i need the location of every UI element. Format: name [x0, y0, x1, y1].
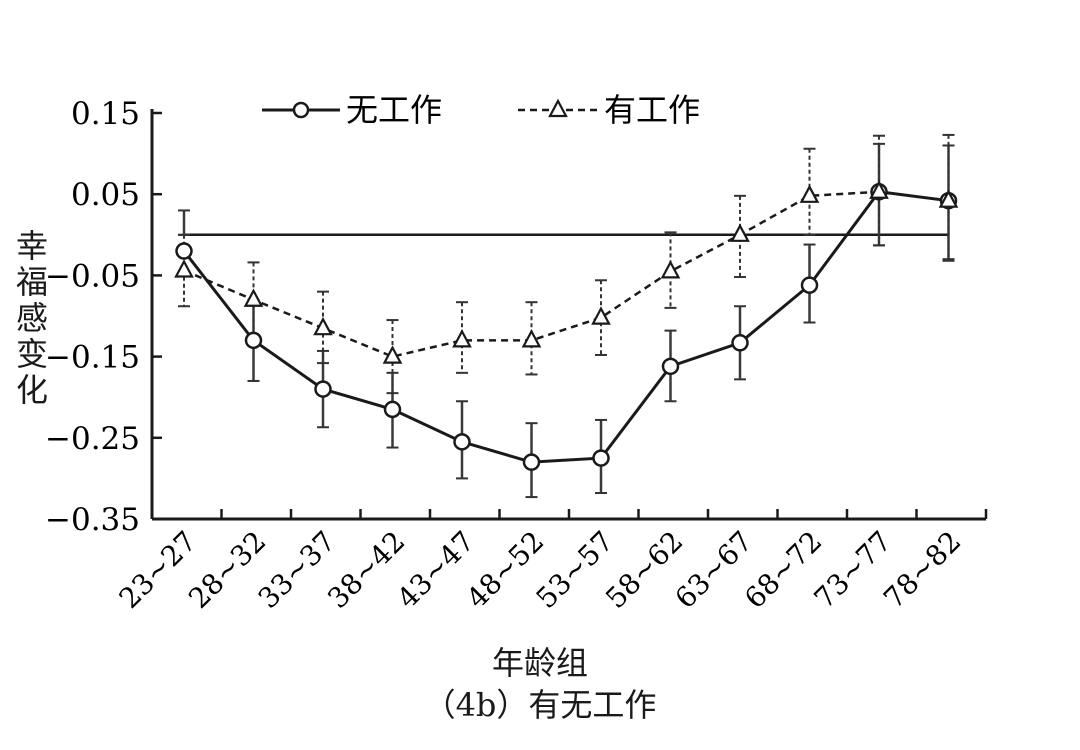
x-tick-label: 78~82: [877, 525, 967, 615]
data-point-has-job: [174, 259, 194, 278]
x-tick-label: 58~62: [599, 525, 689, 615]
x-tick-label: 28~32: [182, 525, 272, 615]
x-axis-label: 年龄组: [491, 644, 588, 682]
data-point-has-job: [660, 260, 681, 279]
x-tick-label: 33~37: [252, 525, 342, 615]
y-tick-label: −0.15: [45, 340, 140, 376]
data-point-has-job: [313, 316, 333, 336]
legend-label-no-job: 无工作: [346, 91, 442, 129]
y-tick-label: 0.05: [71, 177, 140, 213]
x-tick-label: 73~77: [808, 525, 898, 615]
x-tick-label: 23~27: [113, 525, 203, 615]
x-tick-label: 68~72: [738, 525, 828, 615]
figure-caption: （4b）有无工作: [423, 686, 657, 724]
data-point-has-job: [452, 329, 472, 348]
y-axis-label: 幸 福 感 变 化: [14, 228, 50, 408]
legend-label-has-job: 有工作: [604, 91, 700, 129]
y-axis-label-char: 幸: [15, 227, 48, 265]
x-tick-label: 43~47: [391, 525, 481, 615]
series-lines: [182, 190, 949, 464]
tick-labels: 0.15 0.05 −0.05 −0.15 −0.25 −0.3523~2728~3233…: [45, 96, 967, 615]
data-point-no-job: [244, 331, 263, 350]
y-axis-label-char: 变: [15, 335, 48, 373]
legend: 无工作 有工作: [262, 91, 700, 129]
series-line-no-job: [182, 190, 949, 464]
data-point-has-job: [243, 288, 264, 307]
data-point-no-job: [731, 334, 749, 352]
data-point-has-job: [938, 189, 959, 208]
y-axis-label-char: 化: [15, 371, 48, 409]
data-point-no-job: [453, 433, 471, 451]
data-point-has-job: [799, 184, 820, 203]
axes: [150, 109, 988, 521]
data-point-no-job: [383, 400, 402, 419]
y-tick-label: −0.35: [45, 502, 140, 538]
data-point-has-job: [591, 306, 611, 325]
data-point-has-job: [521, 329, 542, 348]
y-tick-label: −0.25: [45, 421, 140, 457]
error-bars: [178, 133, 955, 499]
data-point-no-job: [175, 242, 193, 260]
data-point-no-job: [522, 453, 541, 471]
data-point-no-job: [800, 276, 819, 294]
data-point-has-job: [382, 345, 403, 364]
data-point-has-job: [730, 223, 750, 242]
y-tick-label: −0.05: [45, 258, 140, 294]
data-point-has-job: [869, 180, 889, 199]
x-tick-label: 53~57: [530, 525, 620, 615]
x-tick-label: 48~52: [460, 525, 550, 615]
y-axis-label-char: 感: [15, 299, 48, 337]
y-tick-label: 0.15: [71, 96, 140, 132]
data-point-no-job: [661, 357, 680, 376]
series-line-has-job: [183, 190, 949, 358]
data-point-no-job: [592, 449, 610, 467]
x-tick-label: 63~67: [669, 525, 759, 615]
data-point-no-job: [314, 380, 332, 398]
legend-marker-has-job: [548, 98, 568, 118]
legend-marker-no-job: [292, 101, 310, 119]
x-tick-label: 38~42: [321, 525, 411, 615]
y-axis-label-char: 福: [15, 263, 48, 301]
series-markers: [174, 180, 959, 471]
